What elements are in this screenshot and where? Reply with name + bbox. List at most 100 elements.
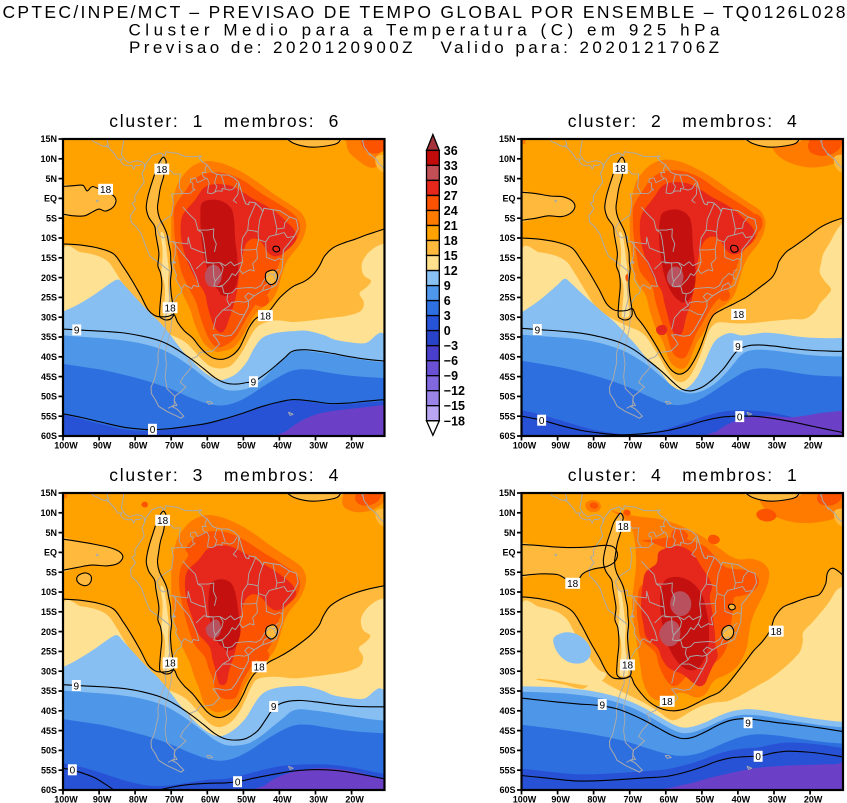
svg-text:25S: 25S (41, 293, 57, 303)
svg-text:40W: 40W (273, 441, 292, 451)
svg-text:20S: 20S (41, 627, 57, 637)
svg-text:40W: 40W (732, 795, 751, 803)
svg-text:−3: −3 (444, 339, 458, 353)
svg-text:10N: 10N (499, 508, 516, 518)
svg-text:80W: 80W (129, 441, 148, 451)
svg-text:5N: 5N (45, 174, 57, 184)
svg-text:100W: 100W (54, 795, 78, 803)
svg-text:50W: 50W (237, 795, 256, 803)
svg-text:50S: 50S (41, 746, 57, 756)
svg-text:100W: 100W (54, 441, 78, 451)
svg-text:0: 0 (755, 752, 761, 763)
svg-text:15: 15 (444, 249, 458, 263)
svg-text:CPTEC/INPE/MCT – PREVISAO DE T: CPTEC/INPE/MCT – PREVISAO DE TEMPO GLOBA… (3, 2, 846, 22)
svg-text:Cluster Medio para a Temperatu: Cluster Medio para a Temperatura (C) em … (128, 21, 720, 40)
svg-text:30S: 30S (499, 666, 515, 676)
svg-text:30S: 30S (41, 312, 57, 322)
svg-text:55S: 55S (499, 765, 515, 775)
svg-text:90W: 90W (551, 441, 570, 451)
svg-text:EQ: EQ (44, 548, 57, 558)
svg-text:90W: 90W (93, 795, 112, 803)
svg-text:9: 9 (251, 378, 257, 389)
svg-text:35S: 35S (499, 332, 515, 342)
svg-text:60W: 60W (660, 795, 679, 803)
svg-text:3: 3 (444, 309, 451, 323)
svg-text:18: 18 (771, 627, 783, 638)
svg-text:15N: 15N (499, 488, 516, 498)
svg-text:15N: 15N (40, 134, 57, 144)
svg-text:35S: 35S (41, 686, 57, 696)
svg-text:5S: 5S (46, 213, 57, 223)
svg-text:40S: 40S (41, 706, 57, 716)
svg-text:EQ: EQ (502, 548, 515, 558)
svg-text:21: 21 (444, 219, 458, 233)
svg-text:9: 9 (271, 702, 277, 713)
svg-text:5S: 5S (504, 213, 515, 223)
svg-text:30W: 30W (768, 441, 787, 451)
svg-text:30W: 30W (309, 795, 328, 803)
svg-text:60S: 60S (499, 785, 515, 795)
svg-text:18: 18 (157, 516, 169, 527)
svg-text:80W: 80W (129, 795, 148, 803)
svg-text:55S: 55S (41, 411, 57, 421)
svg-text:25S: 25S (499, 647, 515, 657)
svg-text:80W: 80W (587, 795, 606, 803)
svg-text:−15: −15 (444, 399, 465, 413)
svg-text:15S: 15S (499, 253, 515, 263)
svg-text:35S: 35S (41, 332, 57, 342)
svg-text:20W: 20W (804, 441, 823, 451)
svg-text:10S: 10S (41, 233, 57, 243)
svg-text:0: 0 (150, 425, 156, 436)
svg-text:cluster: 1 membros: 6: cluster: 1 membros: 6 (109, 111, 338, 131)
svg-text:9: 9 (444, 279, 451, 293)
svg-text:18: 18 (156, 165, 168, 176)
svg-text:5N: 5N (504, 528, 516, 538)
svg-text:25S: 25S (499, 293, 515, 303)
svg-text:50S: 50S (499, 746, 515, 756)
svg-text:45S: 45S (41, 726, 57, 736)
svg-text:−6: −6 (444, 354, 458, 368)
svg-text:Previsao de: 2020120900Z Val: Previsao de: 2020120900Z Valido para: 20… (129, 38, 719, 57)
svg-text:60S: 60S (499, 431, 515, 441)
svg-text:15N: 15N (499, 134, 516, 144)
svg-text:10N: 10N (499, 154, 516, 164)
svg-text:cluster: 2 membros: 4: cluster: 2 membros: 4 (568, 111, 797, 131)
svg-text:40W: 40W (732, 441, 751, 451)
svg-text:5N: 5N (504, 174, 516, 184)
svg-text:30W: 30W (309, 441, 328, 451)
svg-text:0: 0 (70, 766, 76, 777)
svg-text:40S: 40S (499, 706, 515, 716)
svg-text:55S: 55S (41, 765, 57, 775)
svg-text:9: 9 (535, 325, 541, 336)
svg-text:50W: 50W (696, 441, 715, 451)
svg-text:100W: 100W (513, 795, 537, 803)
svg-text:60S: 60S (41, 785, 57, 795)
svg-text:24: 24 (444, 204, 458, 218)
svg-text:18: 18 (567, 579, 579, 590)
svg-text:70W: 70W (623, 795, 642, 803)
svg-text:EQ: EQ (502, 194, 515, 204)
svg-text:5S: 5S (46, 567, 57, 577)
svg-text:−12: −12 (444, 384, 465, 398)
svg-text:18: 18 (165, 659, 177, 670)
svg-text:30W: 30W (768, 795, 787, 803)
svg-text:−18: −18 (444, 414, 465, 428)
svg-text:100W: 100W (513, 441, 537, 451)
svg-text:9: 9 (745, 719, 751, 730)
svg-text:20W: 20W (804, 795, 823, 803)
svg-text:40S: 40S (41, 352, 57, 362)
svg-text:30S: 30S (41, 666, 57, 676)
svg-text:45S: 45S (499, 726, 515, 736)
svg-text:20S: 20S (499, 627, 515, 637)
svg-text:18: 18 (622, 661, 634, 672)
svg-text:35S: 35S (499, 686, 515, 696)
svg-text:50S: 50S (499, 392, 515, 402)
svg-text:27: 27 (444, 189, 458, 203)
svg-text:0: 0 (737, 412, 743, 423)
svg-text:6: 6 (444, 294, 451, 308)
svg-text:20W: 20W (345, 441, 364, 451)
svg-text:30S: 30S (499, 312, 515, 322)
svg-text:10S: 10S (499, 587, 515, 597)
svg-text:60W: 60W (201, 795, 220, 803)
svg-text:0: 0 (539, 416, 545, 427)
